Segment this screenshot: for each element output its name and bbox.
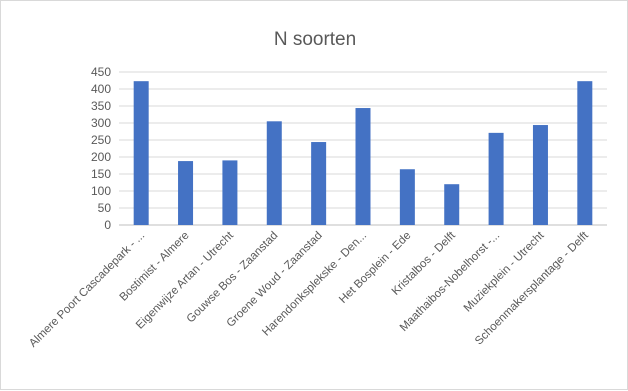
bar xyxy=(311,142,327,225)
bar xyxy=(577,81,593,226)
y-tick-label: 300 xyxy=(91,116,111,130)
bar xyxy=(444,184,460,225)
y-tick-label: 200 xyxy=(91,150,111,164)
y-tick-label: 100 xyxy=(91,184,111,198)
bar xyxy=(399,169,415,225)
x-tick-label: Gouwse Bos - Zaanstad xyxy=(185,230,281,326)
y-tick-label: 50 xyxy=(98,201,112,215)
bar xyxy=(488,132,504,225)
y-tick-label: 450 xyxy=(91,65,111,79)
y-tick-label: 150 xyxy=(91,167,111,181)
x-axis-labels: Almere Poort Cascadepark - ...Bostimist … xyxy=(27,229,591,350)
y-axis-ticks: 0 50 100 150 200 250 300 350 400 450 xyxy=(91,65,111,232)
bar xyxy=(355,108,371,225)
bar xyxy=(266,121,282,225)
bar xyxy=(178,161,194,225)
chart-title: N soorten xyxy=(274,29,356,50)
y-tick-label: 250 xyxy=(91,133,111,147)
y-tick-label: 350 xyxy=(91,99,111,113)
x-tick-label: Muziekplein - Utrecht xyxy=(462,229,547,314)
bar xyxy=(532,125,548,225)
y-tick-label: 400 xyxy=(91,82,111,96)
bars xyxy=(133,81,593,226)
bar xyxy=(222,160,238,225)
bar xyxy=(133,81,149,226)
y-tick-label: 0 xyxy=(104,218,111,232)
